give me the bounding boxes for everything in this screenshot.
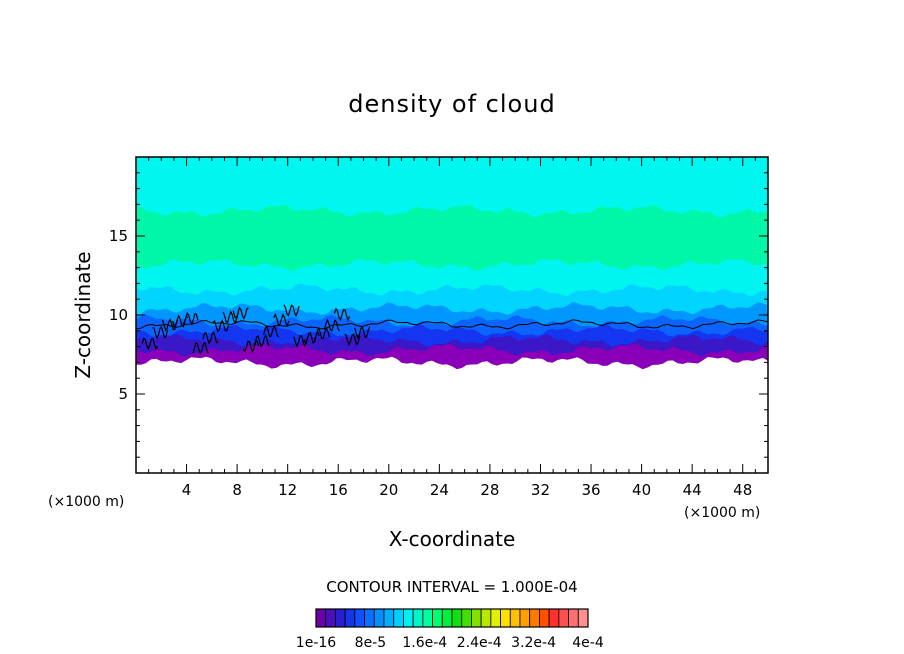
contour-wisp-5 bbox=[192, 342, 209, 355]
x-tick-label: 8 bbox=[232, 481, 242, 499]
contour-wisp-8 bbox=[222, 310, 239, 324]
colorbar-swatch bbox=[480, 608, 492, 628]
contour-wisp-18 bbox=[323, 318, 341, 332]
colorbar-label: 1e-16 bbox=[296, 635, 336, 651]
y-tick-label: 10 bbox=[109, 306, 128, 324]
colorbar-swatch bbox=[325, 608, 336, 628]
colorbar-label: 4e-4 bbox=[572, 635, 604, 651]
contour-wisp-4 bbox=[182, 311, 199, 326]
y-axis-ticks: 5 10 15 bbox=[109, 172, 768, 458]
x-axis-unit-left: (×1000 m) bbox=[48, 494, 124, 510]
colorbar-swatch bbox=[344, 608, 356, 628]
colorbar-swatch bbox=[354, 608, 365, 628]
colorbar-label: 8e-5 bbox=[355, 635, 386, 651]
contour-wisp-19 bbox=[333, 307, 351, 322]
colorbar-swatch bbox=[383, 608, 395, 628]
x-tick-label: 12 bbox=[278, 481, 297, 499]
colorbar-swatch bbox=[529, 608, 540, 628]
chart-title: density of cloud bbox=[348, 90, 555, 118]
x-tick-label: 24 bbox=[430, 481, 449, 499]
contour-wisp-10 bbox=[242, 339, 260, 353]
x-tick-label: 40 bbox=[632, 481, 651, 499]
x-axis-label: X-coordinate bbox=[389, 527, 516, 551]
colorbar-swatch bbox=[471, 608, 482, 628]
colorbar-swatch bbox=[403, 608, 414, 628]
contour-wisp-2 bbox=[161, 317, 179, 332]
contour-wisp-1 bbox=[152, 325, 169, 340]
contour-wisp-12 bbox=[263, 324, 280, 338]
colorbar-swatch bbox=[422, 608, 433, 628]
colorbar-label: 1.6e-4 bbox=[402, 635, 447, 651]
colorbar-swatch bbox=[335, 608, 346, 628]
colorbar bbox=[315, 608, 589, 628]
contour-wisp-14 bbox=[283, 304, 300, 318]
contour-wisp-7 bbox=[212, 319, 229, 333]
x-tick-label: 36 bbox=[581, 481, 600, 499]
colorbar-swatch bbox=[451, 608, 463, 628]
colorbar-swatch bbox=[539, 608, 550, 628]
x-tick-label: 16 bbox=[329, 481, 348, 499]
y-axis-label: Z-coordinate bbox=[71, 251, 95, 378]
y-tick-label: 5 bbox=[118, 385, 128, 403]
colorbar-swatch bbox=[461, 608, 472, 628]
contour-wisp-13 bbox=[273, 313, 290, 327]
contour-wisp-20 bbox=[344, 333, 361, 347]
contour-line-main bbox=[136, 319, 768, 330]
x-tick-label: 20 bbox=[379, 481, 398, 499]
colorbar-swatch bbox=[500, 608, 511, 628]
x-tick-label: 44 bbox=[683, 481, 702, 499]
x-tick-label: 28 bbox=[480, 481, 499, 499]
colorbar-swatch bbox=[509, 608, 521, 628]
colorbar-swatch bbox=[373, 608, 385, 628]
x-axis-unit-right: (×1000 m) bbox=[684, 505, 760, 521]
colorbar-swatch bbox=[364, 608, 375, 628]
contour-wisp-6 bbox=[202, 330, 219, 345]
colorbar-swatch bbox=[393, 608, 404, 628]
density-field bbox=[136, 157, 768, 473]
x-tick-label: 4 bbox=[182, 481, 192, 499]
contour-wisp-11 bbox=[253, 334, 270, 348]
colorbar-swatch bbox=[568, 608, 579, 628]
y-tick-label: 15 bbox=[109, 227, 128, 245]
colorbar-label: 3.2e-4 bbox=[511, 635, 556, 651]
colorbar-swatch bbox=[412, 608, 424, 628]
contour-wisp-17 bbox=[313, 326, 330, 340]
contour-interval-label: CONTOUR INTERVAL = 1.000E-04 bbox=[326, 578, 577, 596]
contour-wisp-9 bbox=[232, 306, 249, 320]
contour-wisp-0 bbox=[141, 337, 159, 351]
contour-lines bbox=[136, 304, 768, 355]
colorbar-label: 2.4e-4 bbox=[457, 635, 502, 651]
colorbar-swatch bbox=[548, 608, 560, 628]
colorbar-swatch bbox=[558, 608, 569, 628]
density-layer-9 bbox=[136, 356, 768, 473]
colorbar-swatch bbox=[315, 608, 327, 628]
colorbar-swatch bbox=[490, 608, 501, 628]
colorbar-frame bbox=[315, 608, 589, 628]
contour-wisp-21 bbox=[354, 325, 371, 340]
colorbar-swatch bbox=[577, 608, 589, 628]
x-axis-ticks: 4 8 12 16 20 24 28 32 36 40 44 48 bbox=[148, 157, 756, 499]
colorbar-swatch bbox=[432, 608, 443, 628]
x-tick-label: 48 bbox=[733, 481, 752, 499]
colorbar-swatch bbox=[519, 608, 531, 628]
x-tick-label: 32 bbox=[531, 481, 550, 499]
colorbar-swatch bbox=[441, 608, 453, 628]
colorbar-labels: 1e-16 8e-5 1.6e-4 2.4e-4 3.2e-4 4e-4 bbox=[296, 635, 604, 651]
